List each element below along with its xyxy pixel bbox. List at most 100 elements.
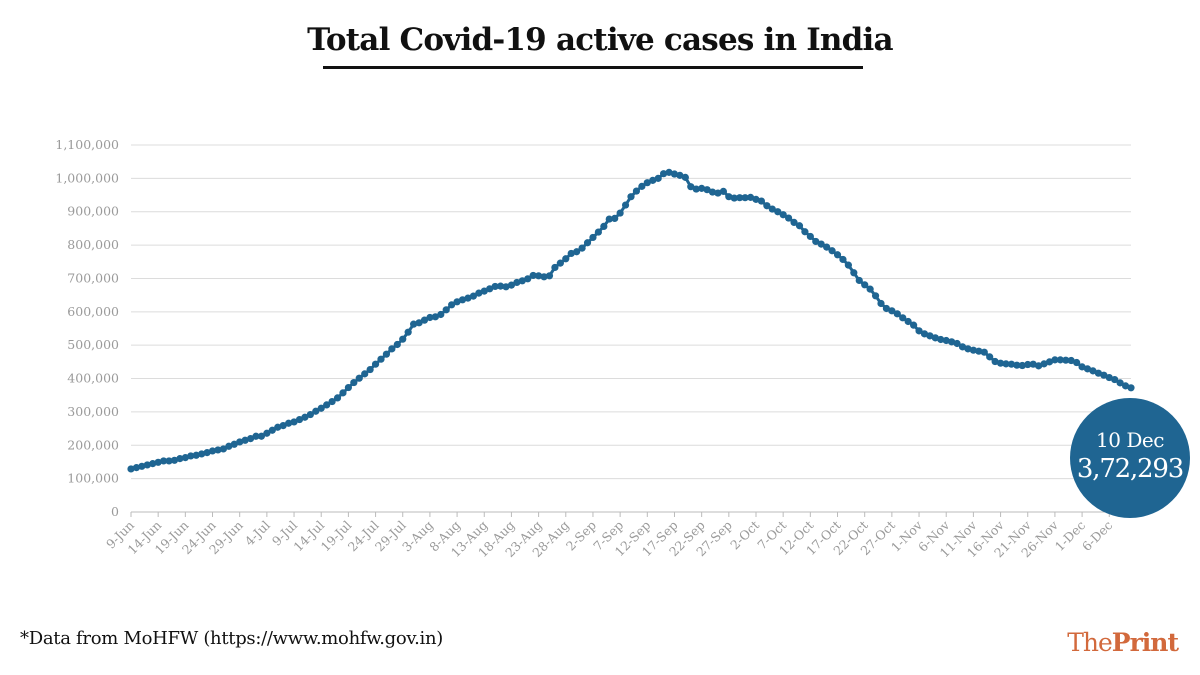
data-point <box>752 195 760 203</box>
data-point <box>475 289 483 297</box>
data-point <box>317 404 325 412</box>
data-point <box>687 183 695 191</box>
data-point <box>969 346 977 354</box>
data-point <box>768 205 776 213</box>
data-point <box>779 211 787 219</box>
data-point <box>333 394 342 402</box>
data-point <box>855 276 863 285</box>
data-point <box>1078 363 1086 371</box>
data-point <box>132 464 141 472</box>
data-point <box>464 294 472 302</box>
data-point <box>268 426 276 434</box>
data-point <box>882 304 891 313</box>
data-point <box>714 189 722 197</box>
line-chart: 0 100,000 200,000 300,000 400,000 500,000 600,… <box>55 137 1135 560</box>
data-point <box>991 357 999 366</box>
data-point <box>573 248 581 256</box>
data-point <box>165 457 173 465</box>
data-point <box>785 214 793 222</box>
data-point <box>703 186 711 194</box>
data-point <box>942 336 950 345</box>
data-point <box>996 359 1005 367</box>
data-point <box>692 185 700 193</box>
data-point <box>888 307 896 315</box>
x-tick-label: 2-Sep <box>563 518 599 554</box>
data-point <box>931 334 939 342</box>
data-point <box>746 193 755 201</box>
data-point <box>1094 369 1102 377</box>
data-point <box>236 438 244 446</box>
data-point <box>871 292 880 300</box>
data-point <box>583 239 592 247</box>
data-point <box>507 281 516 289</box>
data-point <box>790 218 798 226</box>
data-point <box>958 343 967 351</box>
gridlines <box>131 144 1131 513</box>
data-point <box>725 193 733 201</box>
data-point <box>741 194 749 202</box>
data-point <box>980 348 988 356</box>
data-point <box>920 330 929 338</box>
data-point <box>812 237 820 246</box>
data-point <box>861 281 869 289</box>
x-tick-label: 2-Oct <box>727 518 762 553</box>
data-point <box>600 222 608 231</box>
data-point <box>1045 358 1054 366</box>
y-tick-label: 400,000 <box>67 371 119 386</box>
data-point <box>312 407 320 415</box>
data-point <box>513 278 521 287</box>
y-tick-label: 700,000 <box>67 270 119 285</box>
data-point <box>1056 356 1064 364</box>
data-point <box>665 168 673 176</box>
data-point <box>611 214 619 222</box>
data-point <box>556 259 564 267</box>
data-point <box>676 171 684 179</box>
data-point <box>127 465 135 473</box>
data-point <box>839 255 847 264</box>
data-point <box>181 454 189 462</box>
data-point <box>535 272 543 280</box>
data-point <box>1067 356 1075 365</box>
data-point <box>437 310 445 319</box>
source-note: *Data from MoHFW (https://www.mohfw.gov.… <box>20 628 444 649</box>
x-tick-label: 6-Dec <box>1079 518 1115 554</box>
data-point <box>529 271 537 280</box>
data-point <box>757 197 766 205</box>
data-point <box>328 397 336 406</box>
data-point <box>399 335 407 343</box>
data-point <box>1062 356 1070 364</box>
data-point <box>801 228 809 236</box>
data-point <box>638 182 646 190</box>
callout-value: 3,72,293 <box>1076 454 1184 484</box>
data-point <box>524 275 532 283</box>
data-point <box>1018 361 1026 370</box>
y-tick-label: 300,000 <box>67 404 119 419</box>
data-point <box>170 456 179 464</box>
data-point <box>1007 360 1016 368</box>
data-point <box>246 435 255 443</box>
data-point <box>192 451 200 459</box>
data-point <box>893 310 901 318</box>
data-point <box>698 184 706 192</box>
data-point <box>198 450 206 458</box>
data-point <box>1100 371 1108 379</box>
data-point <box>257 432 266 440</box>
data-point <box>388 345 396 353</box>
data-point <box>589 233 597 242</box>
data-point <box>578 244 586 252</box>
data-point <box>866 285 874 293</box>
data-point <box>138 462 146 470</box>
data-point <box>344 383 352 392</box>
data-point <box>850 269 858 277</box>
y-tick-label: 600,000 <box>67 304 119 319</box>
data-point <box>621 201 630 209</box>
data-point <box>817 240 825 248</box>
data-point <box>448 301 456 309</box>
data-point <box>154 458 162 466</box>
y-tick-label: 1,000,000 <box>55 170 119 185</box>
data-point <box>1089 367 1097 375</box>
callout-date: 10 Dec <box>1096 428 1164 452</box>
data-point <box>828 247 836 255</box>
data-point <box>551 263 559 272</box>
data-point <box>230 440 238 448</box>
